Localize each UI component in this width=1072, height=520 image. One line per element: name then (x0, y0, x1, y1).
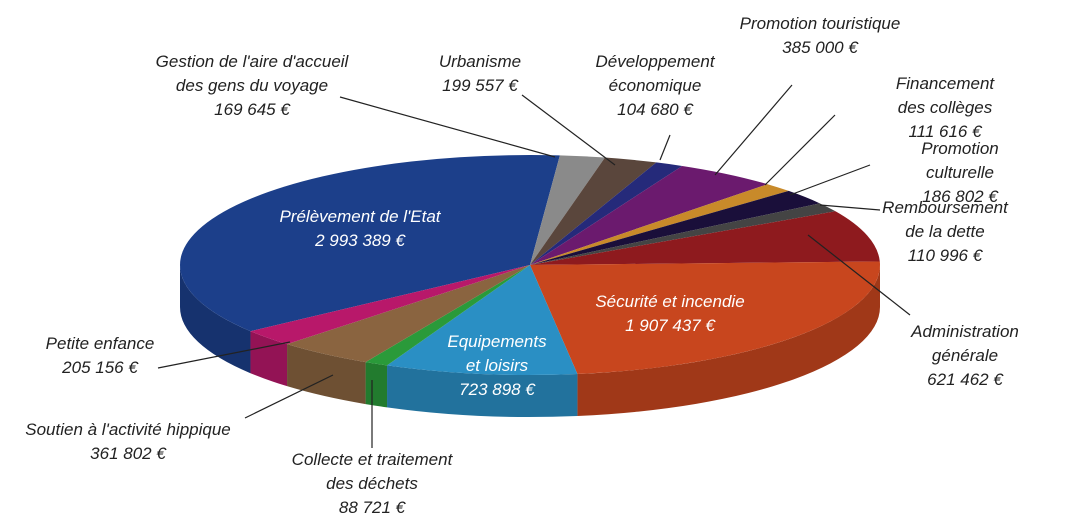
category-label: Développement économique (595, 52, 715, 95)
slice-side (180, 265, 251, 374)
slice (530, 261, 880, 374)
slice (387, 265, 578, 375)
slice (530, 184, 789, 265)
value-label: 104 680 € (617, 100, 693, 119)
leader-line (789, 164, 871, 196)
category-label: Promotion culturelle (921, 139, 999, 182)
slice-label: Développement économique 104 680 € (595, 50, 714, 122)
value-label: 621 462 € (927, 370, 1003, 389)
leader-line (714, 84, 793, 176)
value-label: 1 907 437 € (625, 316, 715, 335)
slice (287, 265, 530, 363)
category-label: Gestion de l'aire d'accueil des gens du … (155, 52, 349, 95)
slice-side (287, 344, 366, 405)
category-label: Promotion touristique (739, 14, 901, 33)
slice-label: Financement des collèges 111 616 € (882, 72, 1009, 144)
leader-line (339, 96, 556, 158)
category-label: Administration générale (911, 322, 1019, 365)
leader-line (819, 204, 881, 211)
slice-label: Soutien à l'activité hippique 361 802 € (25, 418, 231, 466)
slice (530, 157, 657, 265)
value-label: 723 898 € (459, 380, 535, 399)
slice (365, 265, 530, 366)
value-label: 2 993 389 € (315, 231, 405, 250)
leader-line (244, 374, 334, 419)
leader-line (157, 341, 291, 369)
category-label: Prélèvement de l'Etat (279, 207, 441, 226)
value-label: 205 156 € (62, 358, 138, 377)
slice-label: Petite enfance 205 156 € (46, 332, 155, 380)
leader-line (521, 94, 616, 166)
slice-label: Sécurité et incendie 1 907 437 € (595, 290, 744, 338)
slice-side (577, 265, 881, 416)
slices (180, 155, 881, 417)
slice (530, 190, 820, 265)
slice (530, 165, 768, 265)
slice-label: Administration générale 621 462 € (911, 320, 1019, 392)
value-label: 186 802 € (922, 187, 998, 206)
slice (530, 162, 683, 265)
slice-side (387, 365, 578, 417)
value-label: 110 996 € (907, 246, 983, 265)
value-label: 385 000 € (782, 38, 858, 57)
value-label: 111 616 € (908, 122, 982, 141)
value-label: 199 557 € (442, 76, 518, 95)
slice-label: Promotion culturelle 186 802 € (904, 137, 1016, 209)
slice-label: Remboursement de la dette 110 996 € (882, 196, 1008, 268)
slice-label: Equipements et loisirs 723 898 € (447, 330, 546, 402)
category-label: Soutien à l'activité hippique (25, 420, 231, 439)
slice-label: Urbanisme 199 557 € (439, 50, 521, 98)
value-label: 169 645 € (214, 100, 290, 119)
leader-line (807, 234, 911, 316)
slice (530, 211, 880, 265)
slice-side (365, 362, 388, 408)
slice-sides (180, 265, 881, 417)
leader-line (659, 134, 671, 161)
slice-label: Promotion touristique 385 000 € (740, 12, 901, 60)
slice-label: Gestion de l'aire d'accueil des gens du … (156, 50, 349, 122)
leader-line (764, 114, 836, 186)
slice (250, 265, 530, 345)
leader-lines (157, 84, 911, 448)
category-label: Remboursement de la dette (882, 198, 1008, 241)
slice (530, 155, 605, 265)
slice-tops (180, 155, 880, 375)
value-label: 88 721 € (338, 498, 406, 517)
slice-label: Prélèvement de l'Etat 2 993 389 € (279, 205, 440, 253)
value-label: 361 802 € (90, 444, 166, 463)
category-label: Collecte et traitement des déchets (291, 450, 453, 493)
category-label: Equipements et loisirs (447, 332, 547, 375)
category-label: Financement des collèges (895, 74, 995, 117)
category-label: Sécurité et incendie (595, 292, 745, 311)
slice (180, 155, 560, 332)
category-label: Petite enfance (45, 334, 155, 353)
slice-label: Collecte et traitement des déchets 88 721… (292, 448, 453, 520)
category-label: Urbanisme (438, 52, 522, 71)
slice (530, 203, 836, 265)
